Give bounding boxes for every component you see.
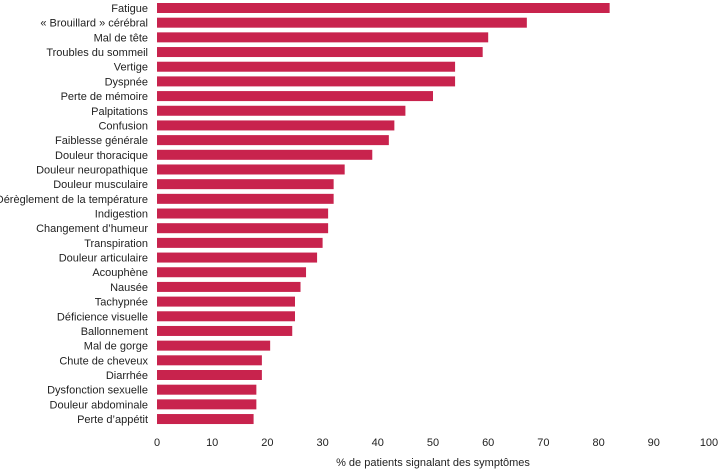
- bar: [157, 325, 293, 336]
- bar: [157, 414, 254, 425]
- bar: [157, 237, 323, 248]
- bar: [157, 370, 262, 380]
- bar: [157, 399, 257, 410]
- bar: [157, 208, 329, 219]
- bar: [157, 223, 329, 234]
- category-label: Changement d’humeur: [36, 223, 148, 235]
- x-tick-label: 20: [261, 437, 273, 449]
- bar: [157, 193, 334, 204]
- bar: [157, 17, 527, 28]
- bar: [157, 296, 295, 307]
- x-tick-label: 70: [537, 437, 549, 449]
- x-tick-label: 80: [592, 437, 604, 449]
- x-tick-label: 100: [700, 437, 718, 449]
- category-label: Chute de cheveux: [59, 355, 148, 367]
- bar: [157, 267, 307, 278]
- x-tick-label: 50: [427, 437, 439, 449]
- bar: [157, 311, 295, 322]
- category-label: Tachypnée: [95, 297, 148, 309]
- bar: [157, 135, 389, 146]
- x-tick-label: 60: [482, 437, 494, 449]
- category-label: Douleur neuropathique: [36, 164, 148, 176]
- bar: [157, 91, 433, 102]
- bar: [157, 47, 483, 58]
- bar: [157, 32, 489, 43]
- bar: [157, 76, 456, 87]
- category-label: Fatigue: [111, 3, 148, 15]
- bar: [157, 384, 257, 395]
- category-label: « Brouillard » cérébral: [40, 18, 148, 30]
- x-tick-labels: 0 10 20 30 40 50 60 70 80 90 100: [154, 437, 718, 449]
- category-label: Douleur thoracique: [55, 150, 148, 162]
- category-label: Troubles du sommeil: [46, 47, 148, 59]
- category-label: Nausée: [110, 282, 148, 294]
- category-label: Confusion: [98, 120, 148, 132]
- bar: [157, 120, 395, 131]
- category-label: Douleur articulaire: [59, 253, 148, 265]
- category-label: Transpiration: [84, 238, 148, 250]
- category-label: Douleur abdominale: [50, 399, 148, 411]
- category-label: Faiblesse générale: [55, 135, 148, 147]
- bar: [157, 3, 610, 13]
- category-label: Déficience visuelle: [57, 311, 148, 323]
- bar: [157, 252, 318, 263]
- category-label: Ballonnement: [81, 326, 148, 338]
- bar: [157, 340, 271, 351]
- x-tick-label: 40: [372, 437, 384, 449]
- category-label: Mal de gorge: [84, 341, 148, 353]
- category-label: Palpitations: [91, 106, 148, 118]
- category-labels: Fatigue « Brouillard » cérébral Mal de têt…: [0, 3, 148, 426]
- category-label: Dérèglement de la température: [0, 194, 148, 206]
- category-label: Acouphène: [92, 267, 148, 279]
- bar: [157, 61, 456, 72]
- category-label: Douleur musculaire: [53, 179, 148, 191]
- category-label: Dysfonction sexuelle: [47, 385, 148, 397]
- bar: [157, 149, 373, 160]
- category-label: Vertige: [114, 62, 148, 74]
- x-tick-label: 0: [154, 437, 160, 449]
- category-label: Dyspnée: [105, 76, 148, 88]
- bar: [157, 355, 262, 366]
- bars: [157, 3, 610, 425]
- x-tick-label: 30: [316, 437, 328, 449]
- category-label: Diarrhée: [106, 370, 148, 382]
- bar: [157, 164, 345, 175]
- bar: [157, 281, 301, 292]
- bar: [157, 179, 334, 190]
- category-label: Perte d’appétit: [77, 414, 148, 426]
- x-tick-label: 90: [648, 437, 660, 449]
- bar: [157, 105, 406, 116]
- x-tick-label: 10: [206, 437, 218, 449]
- category-label: Mal de tête: [94, 32, 148, 44]
- x-axis-title: % de patients signalant des symptômes: [336, 457, 530, 469]
- category-label: Perte de mémoire: [61, 91, 148, 103]
- category-label: Indigestion: [95, 209, 148, 221]
